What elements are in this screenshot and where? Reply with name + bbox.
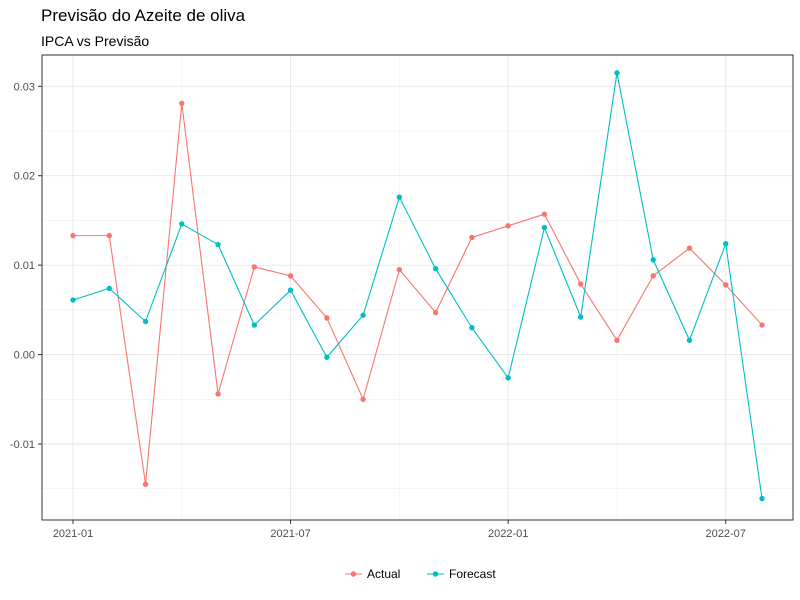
y-tick-label: 0.00 (14, 350, 35, 362)
data-point-forecast (251, 322, 258, 328)
x-tick-label: 2022-07 (706, 528, 746, 540)
legend-label-forecast: Forecast (449, 567, 496, 581)
data-point-actual (759, 322, 765, 328)
data-point-forecast (215, 241, 221, 248)
data-point-forecast (759, 495, 765, 502)
data-point-actual (215, 391, 221, 397)
data-point-forecast (469, 325, 475, 331)
y-tick-label: 0.02 (14, 171, 35, 183)
data-point-forecast (360, 312, 366, 318)
data-point-actual (396, 266, 403, 273)
y-tick-label: -0.01 (10, 439, 35, 451)
y-tick-label: 0.03 (14, 81, 35, 93)
data-point-actual (251, 264, 258, 270)
x-tick-label: 2021-01 (53, 528, 93, 540)
data-point-forecast (577, 314, 584, 320)
data-point-forecast (70, 297, 76, 303)
data-point-forecast (432, 266, 439, 272)
x-tick-label: 2021-07 (270, 528, 310, 540)
data-point-actual (70, 232, 76, 239)
data-point-actual (106, 232, 112, 239)
data-point-actual (432, 309, 439, 316)
legend-key-point (432, 571, 439, 577)
data-point-actual (686, 245, 693, 251)
chart-title: Previsão do Azeite de oliva (41, 6, 246, 25)
data-point-forecast (541, 224, 548, 231)
y-tick-label: 0.01 (14, 260, 35, 272)
data-point-actual (541, 211, 548, 217)
data-point-actual (505, 223, 511, 229)
data-point-actual (650, 273, 656, 279)
data-point-forecast (686, 337, 693, 343)
series-line-forecast (72, 72, 763, 499)
plot-panel-border (41, 54, 794, 521)
data-point-actual (287, 273, 294, 279)
data-point-forecast (106, 285, 112, 292)
data-point-actual (142, 481, 149, 487)
data-point-forecast (324, 354, 330, 360)
data-point-forecast (505, 375, 511, 381)
data-point-actual (469, 234, 475, 241)
x-tick-label: 2022-01 (488, 528, 528, 540)
legend-label-actual: Actual (367, 567, 400, 581)
data-point-forecast (614, 70, 620, 76)
chart-subtitle: IPCA vs Previsão (41, 33, 150, 49)
data-point-forecast (650, 257, 656, 263)
data-point-forecast (396, 194, 403, 200)
data-point-actual (577, 281, 584, 287)
data-point-actual (179, 100, 185, 106)
data-point-actual (360, 396, 366, 402)
data-point-forecast (142, 318, 149, 325)
legend-key-point (350, 571, 357, 577)
series-line-actual (73, 103, 763, 485)
data-point-actual (614, 337, 620, 343)
data-point-forecast (723, 240, 729, 247)
data-point-actual (324, 315, 330, 321)
data-point-forecast (179, 221, 185, 227)
data-point-actual (723, 282, 729, 288)
data-point-forecast (287, 287, 294, 293)
